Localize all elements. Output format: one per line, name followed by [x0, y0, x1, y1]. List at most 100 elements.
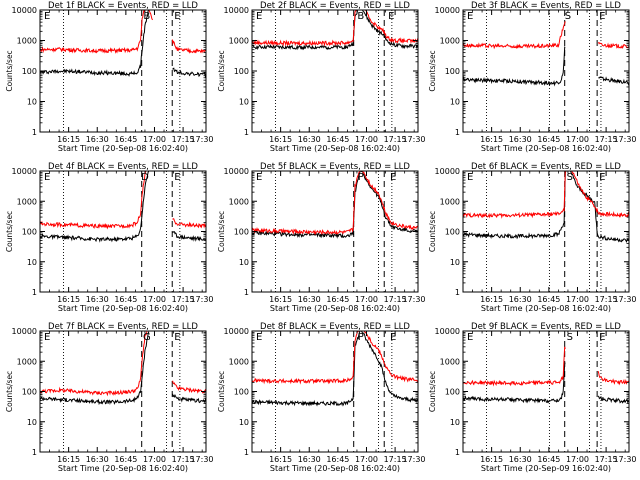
x-tick-label: 17:15 — [595, 135, 618, 144]
x-tick-label: 16:45 — [114, 295, 137, 304]
y-tick-label: 10 — [450, 98, 460, 107]
y-tick-label: 10000 — [12, 6, 37, 15]
y-axis-label: Counts/sec — [428, 211, 437, 252]
y-tick-label: 10 — [450, 418, 460, 427]
x-tick-label: 16:45 — [537, 455, 560, 464]
x-tick-label: 16:30 — [298, 295, 321, 304]
y-tick-label: 1000 — [17, 197, 37, 206]
y-tick-label: 10000 — [435, 6, 460, 15]
x-axis-label: Start Time (20-Sep-08 16:02:40) — [270, 304, 400, 313]
x-tick-label: 17:30 — [613, 295, 636, 304]
series-line-events — [252, 331, 418, 407]
series-line-lld — [40, 171, 206, 230]
x-tick-label: 17:00 — [143, 135, 166, 144]
y-tick-label: 100 — [22, 228, 37, 237]
panel-title: Det 7f BLACK = Events, RED = LLD — [48, 322, 198, 332]
x-tick-label: 16:15 — [269, 455, 292, 464]
x-tick-label: 17:30 — [613, 135, 636, 144]
region-label: B — [357, 11, 364, 22]
region-label: G — [143, 332, 151, 343]
region-label: E — [174, 332, 180, 343]
y-tick-label: 1000 — [17, 357, 37, 366]
y-tick-label: 1000 — [440, 357, 460, 366]
y-tick-label: 100 — [234, 67, 249, 76]
x-tick-label: 16:30 — [298, 455, 321, 464]
series-line-events — [40, 10, 206, 79]
y-tick-label: 1 — [244, 448, 249, 457]
region-label: E — [174, 172, 180, 183]
region-label: E — [256, 172, 262, 183]
region-label: P — [358, 172, 364, 183]
series-line-lld — [252, 331, 418, 385]
region-label: P — [358, 332, 364, 343]
series-line-events — [463, 171, 629, 243]
y-axis-label: Counts/sec — [217, 50, 226, 91]
x-tick-label: 17:15 — [172, 295, 195, 304]
region-label: S — [567, 332, 573, 343]
x-tick-label: 17:15 — [595, 295, 618, 304]
y-tick-label: 10 — [239, 258, 249, 267]
x-tick-label: 16:45 — [326, 135, 349, 144]
x-tick-label: 16:45 — [326, 455, 349, 464]
region-label: E — [599, 172, 605, 183]
y-tick-label: 1 — [244, 288, 249, 297]
x-tick-label: 16:15 — [269, 135, 292, 144]
x-tick-label: 17:00 — [143, 455, 166, 464]
region-label: E — [467, 332, 473, 343]
y-tick-label: 1000 — [17, 37, 37, 46]
y-tick-label: 1 — [455, 448, 460, 457]
region-label: E — [467, 11, 473, 22]
panel-title: Det 6f BLACK = Events, RED = LLD — [471, 162, 621, 172]
region-label: E — [44, 172, 50, 183]
x-tick-label: 16:45 — [326, 295, 349, 304]
x-tick-label: 16:45 — [537, 135, 560, 144]
region-label: E — [390, 332, 396, 343]
y-tick-label: 1000 — [440, 197, 460, 206]
x-tick-label: 16:30 — [86, 135, 109, 144]
x-tick-label: 17:15 — [595, 455, 618, 464]
region-label: E — [599, 332, 605, 343]
y-tick-label: 100 — [234, 388, 249, 397]
y-tick-label: 1000 — [229, 37, 249, 46]
plot-frame — [462, 170, 630, 293]
x-axis-label: Start Time (20-Sep-08 16:02:40) — [58, 464, 188, 473]
x-tick-label: 16:30 — [509, 135, 532, 144]
x-tick-label: 17:15 — [384, 455, 407, 464]
panel-title: Det 3f BLACK = Events, RED = LLD — [471, 1, 621, 11]
x-tick-label: 17:00 — [566, 295, 589, 304]
series-line-lld — [463, 171, 629, 219]
x-tick-label: 16:15 — [480, 295, 503, 304]
region-label: E — [256, 11, 262, 22]
x-tick-label: 17:00 — [355, 455, 378, 464]
region-label: E — [44, 11, 50, 22]
y-tick-label: 10000 — [12, 167, 37, 176]
x-tick-label: 16:45 — [114, 455, 137, 464]
region-label: S — [565, 11, 571, 22]
series-line-events — [40, 331, 206, 406]
region-label: D — [141, 172, 149, 183]
x-tick-label: 16:15 — [57, 455, 80, 464]
y-tick-label: 10000 — [435, 167, 460, 176]
y-tick-label: 10000 — [224, 327, 249, 336]
y-tick-label: 100 — [234, 228, 249, 237]
series-line-lld — [252, 171, 418, 236]
x-axis-label: Start Time (20-Sep-08 16:02:40) — [481, 304, 611, 313]
x-tick-label: 16:30 — [509, 295, 532, 304]
region-label: E — [44, 332, 50, 343]
detector-panel: 1 10 100 1000 10000 16:15 16:30 16:45 17:00 17:15… — [428, 322, 637, 473]
x-tick-label: 17:15 — [384, 295, 407, 304]
region-label: E — [467, 172, 473, 183]
y-tick-label: 1 — [32, 128, 37, 137]
detector-panel: 1 10 100 1000 10000 16:15 16:30 16:45 17:00 17:15… — [217, 162, 426, 313]
detector-panel: 1 10 100 1000 10000 16:15 16:30 16:45 17:00 17:15… — [428, 162, 637, 313]
y-tick-label: 1000 — [229, 357, 249, 366]
series-line-events — [252, 171, 418, 239]
y-axis-label: Counts/sec — [5, 50, 14, 91]
region-label: E — [174, 11, 180, 22]
detector-panel: 1 10 100 1000 10000 16:15 16:30 16:45 17:00 17:15… — [5, 322, 214, 473]
y-axis-label: Counts/sec — [428, 50, 437, 91]
y-tick-label: 10 — [27, 98, 37, 107]
plot-frame — [39, 170, 207, 293]
x-tick-label: 17:30 — [402, 455, 425, 464]
